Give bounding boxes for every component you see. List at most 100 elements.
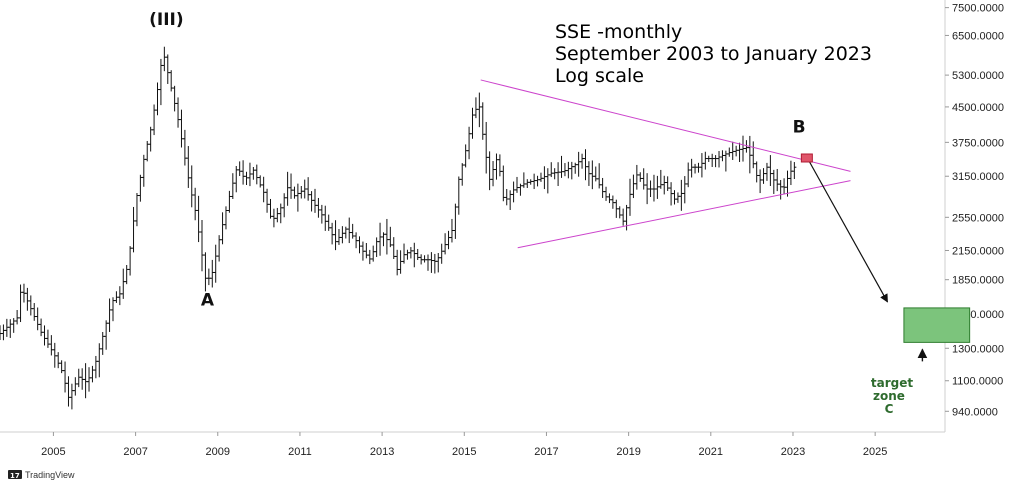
ohlc-bar (453, 203, 458, 239)
y-tick-label: 6500.0000 (952, 30, 1004, 42)
ohlc-bar (371, 245, 376, 262)
ohlc-bar (751, 141, 756, 169)
ohlc-bar (336, 228, 341, 245)
ohlc-bar (203, 252, 208, 292)
ohlc-bar (689, 158, 694, 178)
ohlc-bar (723, 150, 728, 172)
ohlc-bar (73, 377, 78, 396)
ohlc-bar (254, 164, 259, 185)
ohlc-bar (730, 141, 735, 160)
ohlc-bar (11, 318, 16, 333)
ohlc-bar (87, 367, 92, 392)
x-tick-label: 2015 (452, 446, 476, 458)
ohlc-bar (59, 360, 64, 374)
x-axis-ticks: 2005 2007 2009 2011 2013 2015 2017 2019 2021 2023… (41, 432, 887, 458)
x-tick-label: 2013 (370, 446, 394, 458)
ohlc-bar (49, 335, 54, 356)
ohlc-bar (713, 155, 718, 168)
ohlc-bar (528, 179, 533, 185)
ohlc-bar (200, 219, 205, 272)
ohlc-bar (610, 195, 615, 209)
projection-arrow (806, 157, 889, 303)
ohlc-bar (508, 190, 513, 210)
y-tick-label: 1850.0000 (952, 275, 1004, 287)
ohlc-bar (535, 175, 540, 187)
ohlc-bar (32, 303, 37, 321)
ohlc-bar (562, 163, 567, 177)
ohlc-bar (600, 177, 605, 198)
ohlc-bar (97, 343, 102, 378)
ohlc-bar (631, 174, 636, 199)
ohlc-bar (583, 149, 588, 181)
ohlc-bar (93, 355, 98, 379)
ohlc-bar (669, 182, 674, 206)
ohlc-bar (165, 54, 170, 84)
ohlc-bar (265, 188, 270, 213)
ohlc-bar (350, 223, 355, 239)
brand-name: TradingView (25, 470, 75, 480)
ohlc-bar (617, 206, 622, 219)
ohlc-bar (662, 175, 667, 195)
ohlc-bar (415, 248, 420, 261)
ohlc-bar (778, 179, 783, 200)
ohlc-bar (511, 181, 516, 203)
ohlc-bar (432, 253, 437, 274)
ohlc-bar (114, 291, 119, 303)
y-tick-label: 7500.0000 (952, 3, 1004, 15)
target-label-line-1: target (871, 376, 913, 390)
ohlc-bar (117, 286, 122, 306)
ohlc-bar (162, 46, 167, 72)
ohlc-bar (538, 172, 543, 182)
triangle-lower-line (517, 180, 851, 249)
ohlc-bar (460, 163, 465, 186)
tradingview-logo: 17 TradingView (8, 470, 75, 480)
ohlc-bar (436, 253, 441, 273)
ohlc-bar (788, 160, 793, 186)
ohlc-bar (295, 183, 300, 212)
ohlc-bar (597, 163, 602, 189)
ohlc-bar (76, 368, 81, 388)
ohlc-bar (764, 162, 769, 181)
ohlc-bar (323, 205, 328, 231)
ohlc-bar (391, 237, 396, 260)
ohlc-bar (686, 162, 691, 188)
x-tick-label: 2017 (534, 446, 558, 458)
ohlc-bar (63, 361, 68, 393)
ohlc-bar (699, 153, 704, 178)
x-tick-label: 2011 (288, 446, 312, 458)
target-zone-box (903, 307, 971, 343)
ohlc-bar (35, 307, 40, 331)
ohlc-bar (607, 193, 612, 204)
ohlc-bar (381, 232, 386, 247)
wave-label: B (793, 117, 806, 137)
logo-mark-text: 17 (10, 472, 20, 480)
ohlc-bar (234, 166, 239, 193)
ohlc-bar (292, 186, 297, 199)
ohlc-bar (52, 342, 57, 368)
ohlc-bar (268, 198, 273, 219)
y-tick-label: 940.0000 (952, 406, 998, 418)
ohlc-bar (217, 235, 222, 262)
x-tick-label: 2009 (206, 446, 230, 458)
ohlc-bar (271, 208, 276, 228)
ohlc-bar (148, 126, 153, 152)
ohlc-bar (230, 173, 235, 200)
ohlc-bar (158, 58, 163, 106)
ohlc-bar (145, 140, 150, 162)
ohlc-bar (446, 230, 451, 250)
ohlc-bar (494, 153, 499, 180)
ohlc-bar (25, 287, 30, 311)
ohlc-bar (593, 166, 598, 182)
ohlc-bar (347, 217, 352, 244)
ohlc-bar (638, 172, 643, 182)
ohlc-bar (552, 168, 557, 180)
ohlc-bar (206, 268, 211, 286)
ohlc-bar (213, 244, 218, 283)
ohlc-bar (566, 161, 571, 179)
ohlc-bar (429, 252, 434, 273)
wave-labels: (III) A B (149, 10, 805, 310)
ohlc-bar (121, 268, 126, 299)
ohlc-bar (720, 150, 725, 162)
ohlc-bar (467, 126, 472, 160)
ohlc-bar (176, 97, 181, 128)
